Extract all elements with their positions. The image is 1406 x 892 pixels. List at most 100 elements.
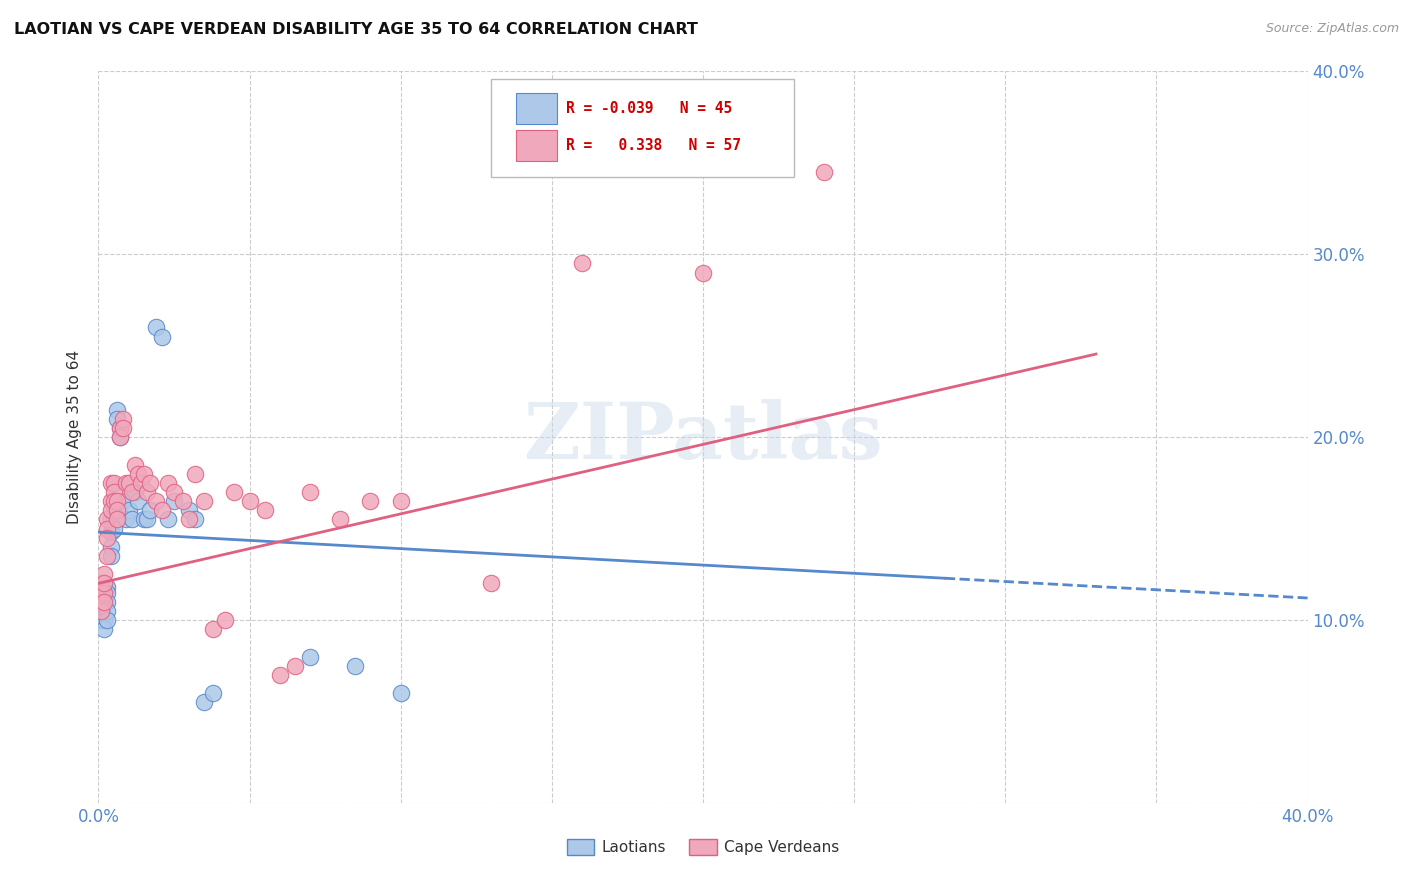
Point [139, 503, 162, 517]
Point [129, 475, 152, 490]
Point [105, 503, 128, 517]
Point [96, 594, 118, 608]
Y-axis label: Disability Age 35 to 64: Disability Age 35 to 64 [67, 350, 83, 524]
Point [93, 576, 115, 591]
Point [389, 686, 412, 700]
Point [103, 485, 125, 500]
FancyBboxPatch shape [492, 78, 793, 178]
Point [184, 512, 207, 526]
Point [172, 494, 194, 508]
Point [156, 512, 179, 526]
Point [111, 494, 134, 508]
Point [202, 686, 225, 700]
Point [239, 494, 262, 508]
Point [118, 475, 141, 490]
Point [90, 613, 112, 627]
Point [100, 503, 122, 517]
Point [132, 512, 155, 526]
Point [90, 576, 112, 591]
Point [111, 421, 134, 435]
Point [127, 494, 149, 508]
Point [105, 494, 128, 508]
Point [284, 658, 307, 673]
Point [108, 421, 131, 435]
Point [813, 165, 835, 179]
Point [93, 613, 115, 627]
Text: Source: ZipAtlas.com: Source: ZipAtlas.com [1265, 22, 1399, 36]
Point [139, 475, 162, 490]
Point [93, 599, 115, 613]
Point [96, 549, 118, 563]
Point [163, 494, 186, 508]
Point [135, 512, 157, 526]
Point [93, 591, 115, 605]
Point [90, 585, 112, 599]
Point [100, 525, 122, 540]
Point [150, 503, 173, 517]
Point [163, 485, 186, 500]
Point [571, 256, 593, 270]
Point [103, 512, 125, 526]
Point [103, 521, 125, 535]
Point [692, 266, 714, 280]
Point [93, 567, 115, 582]
Point [103, 494, 125, 508]
Point [360, 494, 382, 508]
Point [100, 549, 122, 563]
Point [100, 540, 122, 554]
Text: R = -0.039   N = 45: R = -0.039 N = 45 [567, 101, 733, 116]
Point [90, 594, 112, 608]
Point [100, 512, 122, 526]
Point [105, 512, 128, 526]
Point [179, 512, 201, 526]
Point [96, 613, 118, 627]
Point [253, 503, 276, 517]
Point [121, 485, 143, 500]
Point [103, 475, 125, 490]
Point [344, 658, 367, 673]
Point [96, 604, 118, 618]
Point [145, 320, 167, 334]
Legend: Laotians, Cape Verdeans: Laotians, Cape Verdeans [561, 833, 845, 861]
Point [156, 475, 179, 490]
Point [184, 467, 207, 481]
Point [481, 576, 503, 591]
Point [100, 475, 122, 490]
Point [103, 503, 125, 517]
Point [121, 512, 143, 526]
Point [124, 458, 146, 472]
Point [299, 485, 322, 500]
Point [111, 412, 134, 426]
Point [105, 402, 128, 417]
Point [135, 485, 157, 500]
Text: R =   0.338   N = 57: R = 0.338 N = 57 [567, 137, 741, 153]
FancyBboxPatch shape [516, 130, 557, 161]
Point [90, 604, 112, 618]
Point [93, 594, 115, 608]
Point [114, 512, 136, 526]
Point [193, 695, 215, 709]
Point [108, 430, 131, 444]
Point [145, 494, 167, 508]
Point [179, 503, 201, 517]
Point [269, 667, 291, 681]
Point [329, 512, 352, 526]
Point [202, 622, 225, 636]
Point [96, 521, 118, 535]
Point [124, 485, 146, 500]
Point [90, 594, 112, 608]
Point [96, 531, 118, 545]
Point [90, 604, 112, 618]
Point [299, 649, 322, 664]
Point [389, 494, 412, 508]
FancyBboxPatch shape [516, 94, 557, 124]
Point [108, 430, 131, 444]
Point [108, 421, 131, 435]
Point [118, 503, 141, 517]
Point [93, 585, 115, 599]
Point [100, 494, 122, 508]
Point [150, 329, 173, 343]
Point [93, 585, 115, 599]
Point [93, 622, 115, 636]
Point [193, 494, 215, 508]
